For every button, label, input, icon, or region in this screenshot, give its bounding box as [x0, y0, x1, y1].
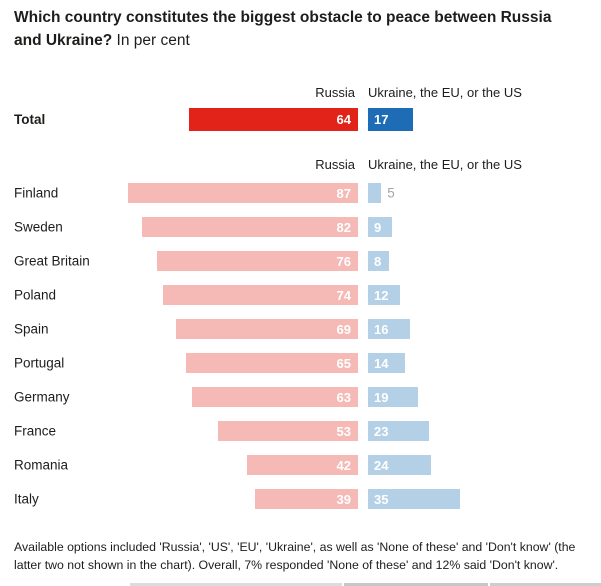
chart-row: Great Britain 76 8 [0, 251, 601, 271]
chart-row: Spain 69 16 [0, 319, 601, 339]
total-other-value: 17 [374, 112, 389, 127]
russia-bar: 76 [157, 251, 358, 271]
chart-row: Germany 63 19 [0, 387, 601, 407]
other-value: 8 [374, 253, 382, 269]
column-header-row-countries: Russia Ukraine, the EU, or the US [0, 157, 601, 174]
chart-row: France 53 23 [0, 421, 601, 441]
russia-bar: 39 [255, 489, 358, 509]
other-value: 19 [374, 389, 389, 405]
country-label: Great Britain [14, 253, 90, 269]
country-label: Romania [14, 457, 69, 473]
chart-subtitle-text: In per cent [116, 32, 190, 49]
other-value: 23 [374, 423, 389, 439]
russia-value: 76 [336, 253, 351, 269]
russia-bar: 87 [128, 183, 358, 203]
column-header-russia: Russia [315, 157, 355, 172]
russia-value: 87 [336, 185, 351, 201]
other-bar: 8 [368, 251, 390, 271]
total-other-bar: 17 [368, 108, 413, 131]
russia-value: 69 [336, 321, 351, 337]
other-value: 16 [374, 321, 389, 337]
country-label: Poland [14, 287, 57, 303]
column-header-russia: Russia [315, 85, 355, 100]
russia-bar: 42 [247, 455, 358, 475]
country-label: France [14, 423, 57, 439]
country-label: Spain [14, 321, 49, 337]
other-value: 9 [374, 219, 382, 235]
country-label: Finland [14, 185, 59, 201]
russia-value: 53 [336, 423, 351, 439]
other-value: 14 [374, 355, 389, 371]
other-bar: 12 [368, 285, 400, 305]
footnote: Available options included 'Russia', 'US… [14, 540, 576, 572]
chart-title-text: Which country constitutes the biggest ob… [14, 9, 552, 49]
russia-value: 65 [336, 355, 351, 371]
country-label: Sweden [14, 219, 63, 235]
other-bar [368, 183, 382, 203]
chart-row: Sweden 82 9 [0, 217, 601, 237]
cropped-content-strip [490, 583, 601, 586]
column-header-row-total: Russia Ukraine, the EU, or the US [0, 85, 601, 102]
russia-bar: 74 [162, 285, 358, 305]
other-value: 35 [374, 491, 389, 507]
russia-value: 82 [336, 219, 351, 235]
other-value: 12 [374, 287, 389, 303]
chart-row: Romania 42 24 [0, 455, 601, 475]
russia-value: 63 [336, 389, 351, 405]
other-value-outside: 5 [387, 185, 395, 201]
russia-bar: 53 [218, 421, 358, 441]
chart-row: Portugal 65 14 [0, 353, 601, 373]
russia-bar: 82 [141, 217, 358, 237]
chart-row: Finland 87 5 [0, 183, 601, 203]
cropped-content-strip [130, 583, 342, 586]
other-bar: 14 [368, 353, 405, 373]
column-header-other: Ukraine, the EU, or the US [368, 157, 522, 172]
total-russia-bar: 64 [189, 108, 358, 131]
other-bar: 16 [368, 319, 411, 339]
other-value: 24 [374, 457, 389, 473]
country-label: Portugal [14, 355, 65, 371]
chart-row: Italy 39 35 [0, 489, 601, 509]
other-bar: 35 [368, 489, 461, 509]
country-label: Italy [14, 491, 39, 507]
chart-row: Poland 74 12 [0, 285, 601, 305]
russia-value: 74 [336, 287, 351, 303]
other-bar: 24 [368, 455, 432, 475]
russia-bar: 69 [175, 319, 358, 339]
other-bar: 9 [368, 217, 392, 237]
other-bar: 23 [368, 421, 429, 441]
cropped-content-strip [344, 583, 488, 586]
country-rows: Finland 87 5 Sweden 82 9 Great Britain 76 8 Polan… [0, 183, 601, 513]
russia-bar: 65 [186, 353, 358, 373]
country-label: Germany [14, 389, 70, 405]
total-russia-value: 64 [336, 112, 351, 127]
chart-title: Which country constitutes the biggest ob… [14, 6, 566, 52]
total-row-label: Total [14, 112, 46, 127]
russia-bar: 63 [191, 387, 358, 407]
column-header-other: Ukraine, the EU, or the US [368, 85, 522, 100]
other-bar: 19 [368, 387, 419, 407]
russia-value: 39 [336, 491, 351, 507]
russia-value: 42 [336, 457, 351, 473]
